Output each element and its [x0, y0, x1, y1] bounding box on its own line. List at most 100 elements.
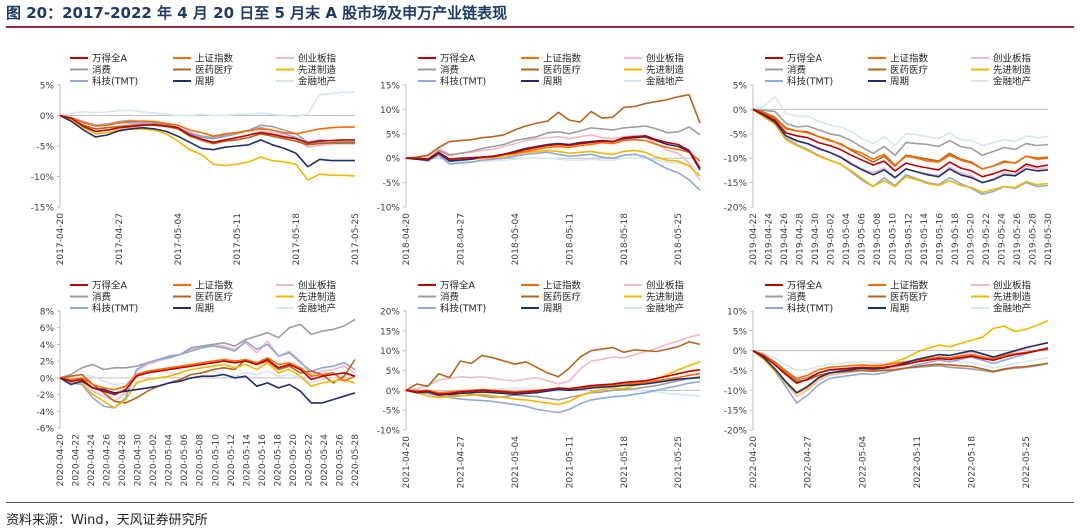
series-line-7	[59, 340, 356, 409]
x-tick-label: 2021-05-04	[511, 436, 521, 489]
legend-label: 先进制造	[298, 291, 337, 303]
y-tick-label: 15%	[380, 82, 400, 92]
y-tick-label: -10%	[724, 155, 748, 165]
legend-label: 消费	[787, 291, 806, 303]
legend-label: 上证指数	[543, 53, 582, 65]
legend-label: 万得全A	[92, 53, 128, 65]
x-tick-label: 2021-05-11	[565, 436, 575, 488]
legend-label: 万得全A	[440, 280, 476, 292]
x-tick-label: 2019-05-30	[1044, 213, 1054, 266]
x-tick-label: 2017-05-11	[233, 213, 243, 265]
x-tick-label: 2020-04-24	[87, 434, 97, 487]
y-tick-label: -4%	[36, 408, 54, 418]
x-tick-label: 2021-05-18	[620, 436, 630, 489]
y-tick-label: -6%	[36, 425, 54, 435]
x-tick-label: 2021-05-25	[674, 436, 684, 488]
figure-title: 图 20：2017-2022 年 4 月 20 日至 5 月末 A 股市场及申万…	[6, 4, 508, 22]
legend-label: 创业板指	[993, 280, 1032, 292]
x-tick-label: 2020-04-26	[103, 434, 113, 487]
series-line-9	[59, 91, 355, 118]
legend-label: 科技(TMT)	[787, 76, 833, 88]
legend-label: 金融地产	[298, 76, 336, 88]
series-line-5	[405, 94, 701, 159]
legend-label: 科技(TMT)	[440, 303, 486, 315]
x-tick-label: 2018-05-18	[620, 213, 630, 266]
legend-label: 周期	[543, 77, 562, 88]
x-tick-label: 2019-05-10	[889, 213, 899, 266]
chart-panel-3: 5% 0% -5% -10% -15% -20%2019-04-22 2019-04-24 2…	[724, 53, 1054, 266]
series-line-1	[752, 347, 1049, 385]
y-tick-label: 0%	[40, 112, 55, 122]
x-tick-label: 2022-04-27	[804, 436, 814, 488]
legend-label: 医药医疗	[543, 291, 582, 303]
y-tick-label: 5%	[386, 367, 401, 377]
y-tick-label: 0%	[40, 374, 55, 384]
legend-label: 上证指数	[195, 280, 234, 292]
legend-label: 消费	[440, 64, 459, 76]
x-tick-label: 2022-05-18	[968, 436, 978, 489]
x-tick-label: 2022-05-25	[1022, 436, 1032, 488]
legend-label: 上证指数	[543, 280, 582, 292]
y-tick-label: -5%	[729, 367, 747, 377]
y-tick-label: 0%	[386, 387, 401, 397]
legend-label: 消费	[92, 64, 111, 76]
x-tick-label: 2018-05-25	[674, 213, 684, 265]
y-tick-label: -15%	[724, 407, 748, 417]
legend-label: 科技(TMT)	[787, 303, 833, 315]
x-tick-label: 2019-05-16	[935, 213, 945, 266]
chart-panel-6: 10% 5% 0% -5% -10% -15% -20%2022-04-20 2022-04-…	[724, 280, 1049, 489]
x-tick-label: 2022-05-04	[858, 436, 868, 489]
y-tick-label: -5%	[36, 143, 54, 153]
x-tick-label: 2020-05-22	[304, 434, 314, 486]
legend-label: 消费	[787, 64, 806, 76]
y-tick-label: 5%	[40, 82, 55, 92]
legend-label: 先进制造	[646, 291, 685, 303]
legend-label: 创业板指	[993, 53, 1032, 65]
legend-label: 医药医疗	[890, 64, 929, 76]
x-tick-label: 2021-04-20	[402, 436, 412, 489]
series-line-9	[752, 95, 1049, 147]
legend-label: 万得全A	[92, 280, 128, 292]
x-tick-label: 2019-05-12	[904, 213, 914, 265]
y-tick-label: -20%	[724, 204, 748, 214]
series-line-1	[405, 368, 701, 396]
x-tick-label: 2019-05-28	[1028, 213, 1038, 266]
series-line-2	[752, 348, 1049, 380]
x-tick-label: 2020-05-28	[351, 434, 361, 487]
series-line-3	[405, 334, 701, 392]
legend-label: 科技(TMT)	[440, 76, 486, 88]
series-line-4	[406, 125, 701, 160]
chart-panel-2: 15% 10% 5% 0% -5% -10%2018-04-20 2018-04-27 201…	[377, 53, 701, 266]
legend-label: 科技(TMT)	[92, 303, 138, 315]
legend-label: 上证指数	[890, 53, 929, 65]
x-tick-label: 2019-05-20	[966, 213, 976, 266]
x-tick-label: 2020-05-20	[289, 434, 299, 487]
y-tick-label: 0%	[733, 347, 748, 357]
series-line-9	[406, 154, 701, 172]
legend-label: 先进制造	[993, 64, 1032, 76]
legend-label: 周期	[195, 77, 214, 88]
x-tick-label: 2019-05-06	[858, 213, 868, 266]
y-tick-label: 0%	[386, 155, 401, 165]
series-line-4	[59, 114, 355, 144]
legend-label: 创业板指	[298, 53, 337, 65]
legend-label: 上证指数	[890, 280, 929, 292]
y-tick-label: 20%	[380, 308, 400, 318]
x-tick-label: 2017-05-04	[174, 213, 184, 266]
legend-label: 金融地产	[993, 303, 1031, 315]
y-tick-label: -5%	[382, 179, 400, 189]
series-line-8	[405, 376, 701, 396]
series-line-8	[405, 135, 701, 171]
y-tick-label: -10%	[31, 173, 55, 183]
legend-label: 周期	[890, 77, 909, 88]
series-line-2	[752, 108, 1049, 170]
x-tick-label: 2020-05-08	[196, 434, 206, 487]
source-note: 资料来源：Wind，天风证券研究所	[6, 513, 208, 528]
series-line-2	[59, 356, 356, 391]
y-tick-label: 5%	[733, 327, 748, 337]
series-line-2	[59, 114, 355, 137]
series-line-7	[405, 380, 701, 414]
legend-label: 金融地产	[646, 303, 684, 315]
series-line-5	[59, 114, 355, 146]
